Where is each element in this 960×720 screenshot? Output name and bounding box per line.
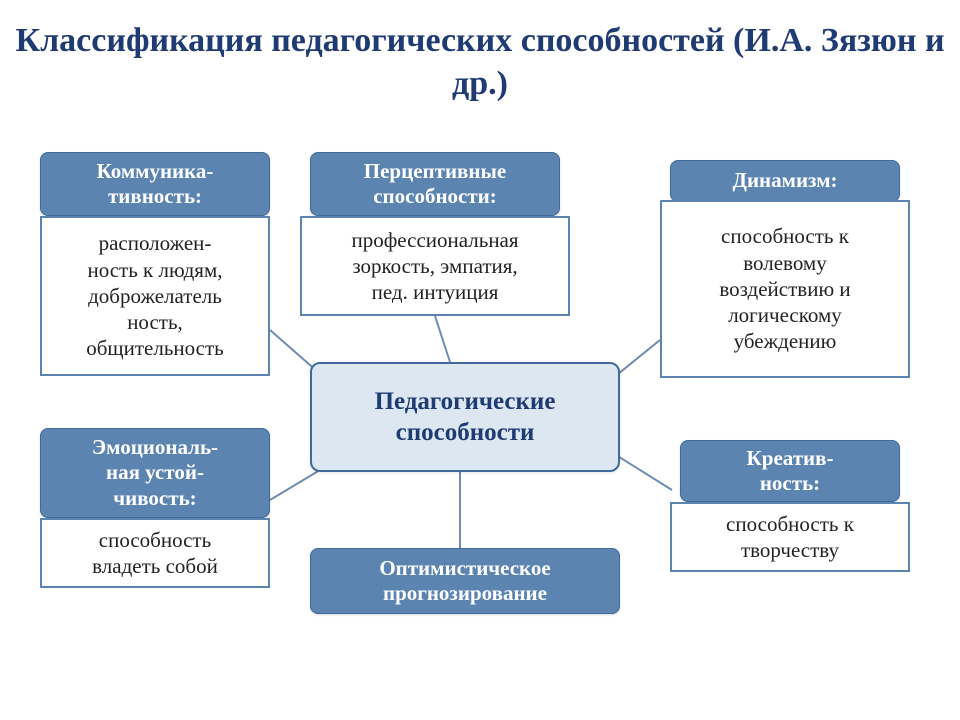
center-node: Педагогические способности <box>310 362 620 472</box>
node-header-communic: Коммуника- тивность: <box>40 152 270 216</box>
page-title: Классификация педагогических способносте… <box>0 0 960 105</box>
center-node-label: Педагогические способности <box>312 386 618 449</box>
node-header-dynamism: Динамизм: <box>670 160 900 202</box>
node-header-optimism: Оптимистическое прогнозирование <box>310 548 620 614</box>
node-header-percept: Перцептивные способности: <box>310 152 560 216</box>
node-header-creative: Креатив- ность: <box>680 440 900 502</box>
node-body-creative: способность к творчеству <box>670 502 910 572</box>
node-body-dynamism: способность к волевому воздействию и лог… <box>660 200 910 378</box>
diagram-canvas: Классификация педагогических способносте… <box>0 0 960 720</box>
node-header-emotion: Эмоциональ- ная устой- чивость: <box>40 428 270 518</box>
node-body-percept: профессиональная зоркость, эмпатия, пед.… <box>300 216 570 316</box>
node-body-emotion: способность владеть собой <box>40 518 270 588</box>
connector-percept <box>435 316 450 362</box>
node-body-communic: расположен- ность к людям, доброжелатель… <box>40 216 270 376</box>
